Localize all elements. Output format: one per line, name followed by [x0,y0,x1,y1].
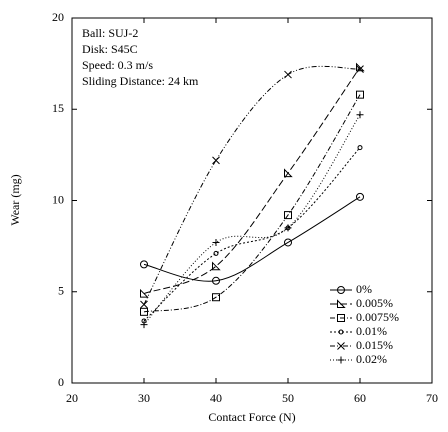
fit-line [143,65,361,305]
legend-label: 0.015% [356,338,393,352]
marker [356,111,364,119]
y-tick-label: 5 [58,284,64,298]
marker [284,70,292,79]
marker [212,276,220,285]
marker [140,307,148,316]
annotation: Ball: SUJ-2 [82,26,138,40]
fit-line [143,114,361,325]
x-axis-label: Contact Force (N) [208,410,295,424]
y-tick-label: 20 [52,10,64,24]
legend-label: 0.01% [356,324,387,338]
marker [284,211,292,220]
marker [284,224,292,232]
fit-line [143,94,361,313]
marker [212,156,220,165]
y-axis-label: Wear (mg) [8,174,22,225]
legend-label: 0% [356,282,372,296]
legend-label: 0.0075% [356,310,399,324]
marker [284,238,292,247]
legend-marker [337,299,346,308]
legend-marker [338,329,344,335]
annotation: Disk: S45C [82,42,138,56]
x-tick-label: 30 [138,391,150,405]
marker [140,260,148,269]
marker [357,145,363,151]
y-tick-label: 0 [58,375,64,389]
x-tick-label: 60 [354,391,366,405]
marker [356,192,364,201]
annotation: Speed: 0.3 m/s [82,58,153,72]
marker [212,261,221,271]
fit-line [143,196,361,282]
legend-label: 0.005% [356,296,393,310]
legend-label: 0.02% [356,352,387,366]
x-tick-label: 20 [66,391,78,405]
x-tick-label: 50 [282,391,294,405]
fit-line [143,147,361,322]
y-tick-label: 15 [52,101,64,115]
legend-marker [337,342,345,350]
marker [140,288,149,298]
x-tick-label: 40 [210,391,222,405]
marker [284,168,293,178]
y-tick-label: 10 [52,192,64,206]
legend-marker [337,314,345,322]
marker [213,250,219,256]
annotation: Sliding Distance: 24 km [82,74,199,88]
marker [140,321,148,329]
marker [356,90,364,99]
legend-marker [337,356,345,364]
marker [212,238,220,246]
marker [140,300,148,309]
x-tick-label: 70 [426,391,438,405]
fit-line [143,66,361,295]
marker [356,65,364,73]
legend-marker [337,286,345,294]
marker [356,62,365,72]
marker [212,293,220,302]
